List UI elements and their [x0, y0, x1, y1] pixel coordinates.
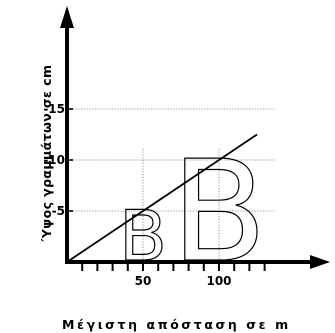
y-axis-arrow	[60, 6, 74, 28]
tick-marks	[67, 108, 266, 271]
series-lines	[66, 133, 258, 263]
y-axis-label: Ύψος γραμμάτων σε cm	[39, 65, 54, 243]
series-line	[66, 133, 258, 263]
y-tick-label: -10	[43, 153, 65, 167]
y-tick-label: -15	[43, 102, 65, 116]
guide-lines	[142, 148, 220, 262]
tick-labels: 50 100 -5 -10 -15	[43, 102, 231, 288]
x-tick-label: 100	[206, 274, 231, 288]
axis-titles: Ύψος γραμμάτων σε cm Μέγιστη απόσταση σε…	[39, 65, 291, 332]
x-axis-arrow	[310, 255, 330, 269]
x-tick-label: 50	[135, 274, 152, 288]
grid-lines	[67, 108, 275, 212]
x-axis-label: Μέγιστη απόσταση σε m	[62, 317, 291, 332]
y-tick-label: -5	[52, 204, 65, 218]
